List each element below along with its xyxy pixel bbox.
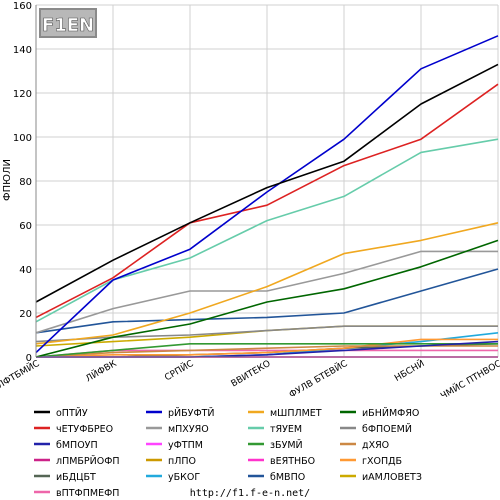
legend-entry: рЙБУФТЙ bbox=[168, 407, 215, 419]
legend-entry: лПМБРЙОФП bbox=[56, 455, 120, 467]
series-line bbox=[35, 268, 499, 334]
series-line bbox=[35, 83, 499, 319]
legend-entry: мПХУЯО bbox=[168, 424, 209, 435]
legend-entry: чЕТУФБРЕО bbox=[56, 424, 113, 435]
legend-entry: иАМЛОВЕТЗ bbox=[362, 472, 422, 483]
y-tick-label: 20 bbox=[19, 309, 32, 320]
legend-entry: уБКОГ bbox=[168, 472, 200, 483]
y-tick-label: 120 bbox=[13, 89, 32, 100]
legend-entry: иБНЙМФЯО bbox=[362, 407, 419, 419]
legend: оПТЙУ рЙБУФТЙ мШПЛМЕТ иБНЙМФЯО чЕТУФБРЕО мПХУ… bbox=[34, 407, 422, 499]
series-line bbox=[35, 35, 499, 354]
x-tick-label: ЧМЙС ПТНВОС bbox=[438, 357, 500, 402]
legend-entry: пЛПО bbox=[168, 456, 196, 467]
axes bbox=[35, 5, 498, 358]
x-tick-labels: ЛФТБМЙС ЛЙФВК СРПЙС ВВИТЕКО ФУЛВ БТЕВЙС НБСНЙ… bbox=[0, 357, 500, 402]
y-tick-label: 80 bbox=[19, 177, 32, 188]
legend-entry: дХЯО bbox=[362, 440, 389, 451]
y-tick-label: 100 bbox=[13, 133, 32, 144]
legend-entry: гХОПДБ bbox=[362, 456, 402, 467]
x-tick-label: ФУЛВ БТЕВЙС bbox=[287, 357, 350, 400]
x-tick-label: ЛЙФВК bbox=[83, 357, 119, 385]
grid bbox=[35, 4, 499, 358]
y-tick-label: 160 bbox=[13, 1, 32, 12]
series-line bbox=[35, 222, 499, 345]
y-axis-label: ФПЮЛИ bbox=[2, 159, 13, 201]
series-line bbox=[35, 63, 499, 303]
legend-entry: оПТЙУ bbox=[56, 407, 88, 419]
x-tick-label: ВВИТЕКО bbox=[230, 359, 273, 390]
series-line bbox=[35, 250, 498, 334]
y-tick-labels: 0 20 40 60 80 100 120 140 160 bbox=[13, 1, 32, 364]
legend-entry: зБУМЙ bbox=[270, 439, 303, 451]
series-line bbox=[35, 338, 498, 358]
legend-entry: бМВПО bbox=[270, 472, 305, 483]
x-tick-label: СРПЙС bbox=[162, 357, 195, 383]
f1en-logo: F1EN bbox=[39, 8, 97, 38]
series-line bbox=[35, 342, 498, 358]
y-tick-label: 140 bbox=[13, 45, 32, 56]
legend-entry: бМПОУП bbox=[56, 440, 98, 451]
footer-url: http://f1.f-e-n.net/ bbox=[190, 488, 310, 499]
legend-entry: мШПЛМЕТ bbox=[270, 408, 322, 419]
legend-entry: бФПОЕМЙ bbox=[362, 423, 412, 435]
y-tick-label: 0 bbox=[26, 353, 32, 364]
legend-entry: тЯУЕМ bbox=[270, 424, 302, 435]
y-tick-label: 40 bbox=[19, 265, 32, 276]
series-line bbox=[35, 239, 499, 358]
logo-text: F1EN bbox=[42, 15, 94, 36]
x-tick-label: НБСНЙ bbox=[392, 357, 426, 384]
legend-entry: вПТФПМЕФП bbox=[56, 488, 119, 499]
legend-entry: вЕЯТНБО bbox=[270, 456, 315, 467]
x-tick-label: ЛФТБМЙС bbox=[0, 357, 42, 391]
legend-entry: иБДЦБТ bbox=[56, 472, 96, 483]
legend-entry: уФТПМ bbox=[168, 440, 203, 451]
y-tick-label: 60 bbox=[19, 221, 32, 232]
